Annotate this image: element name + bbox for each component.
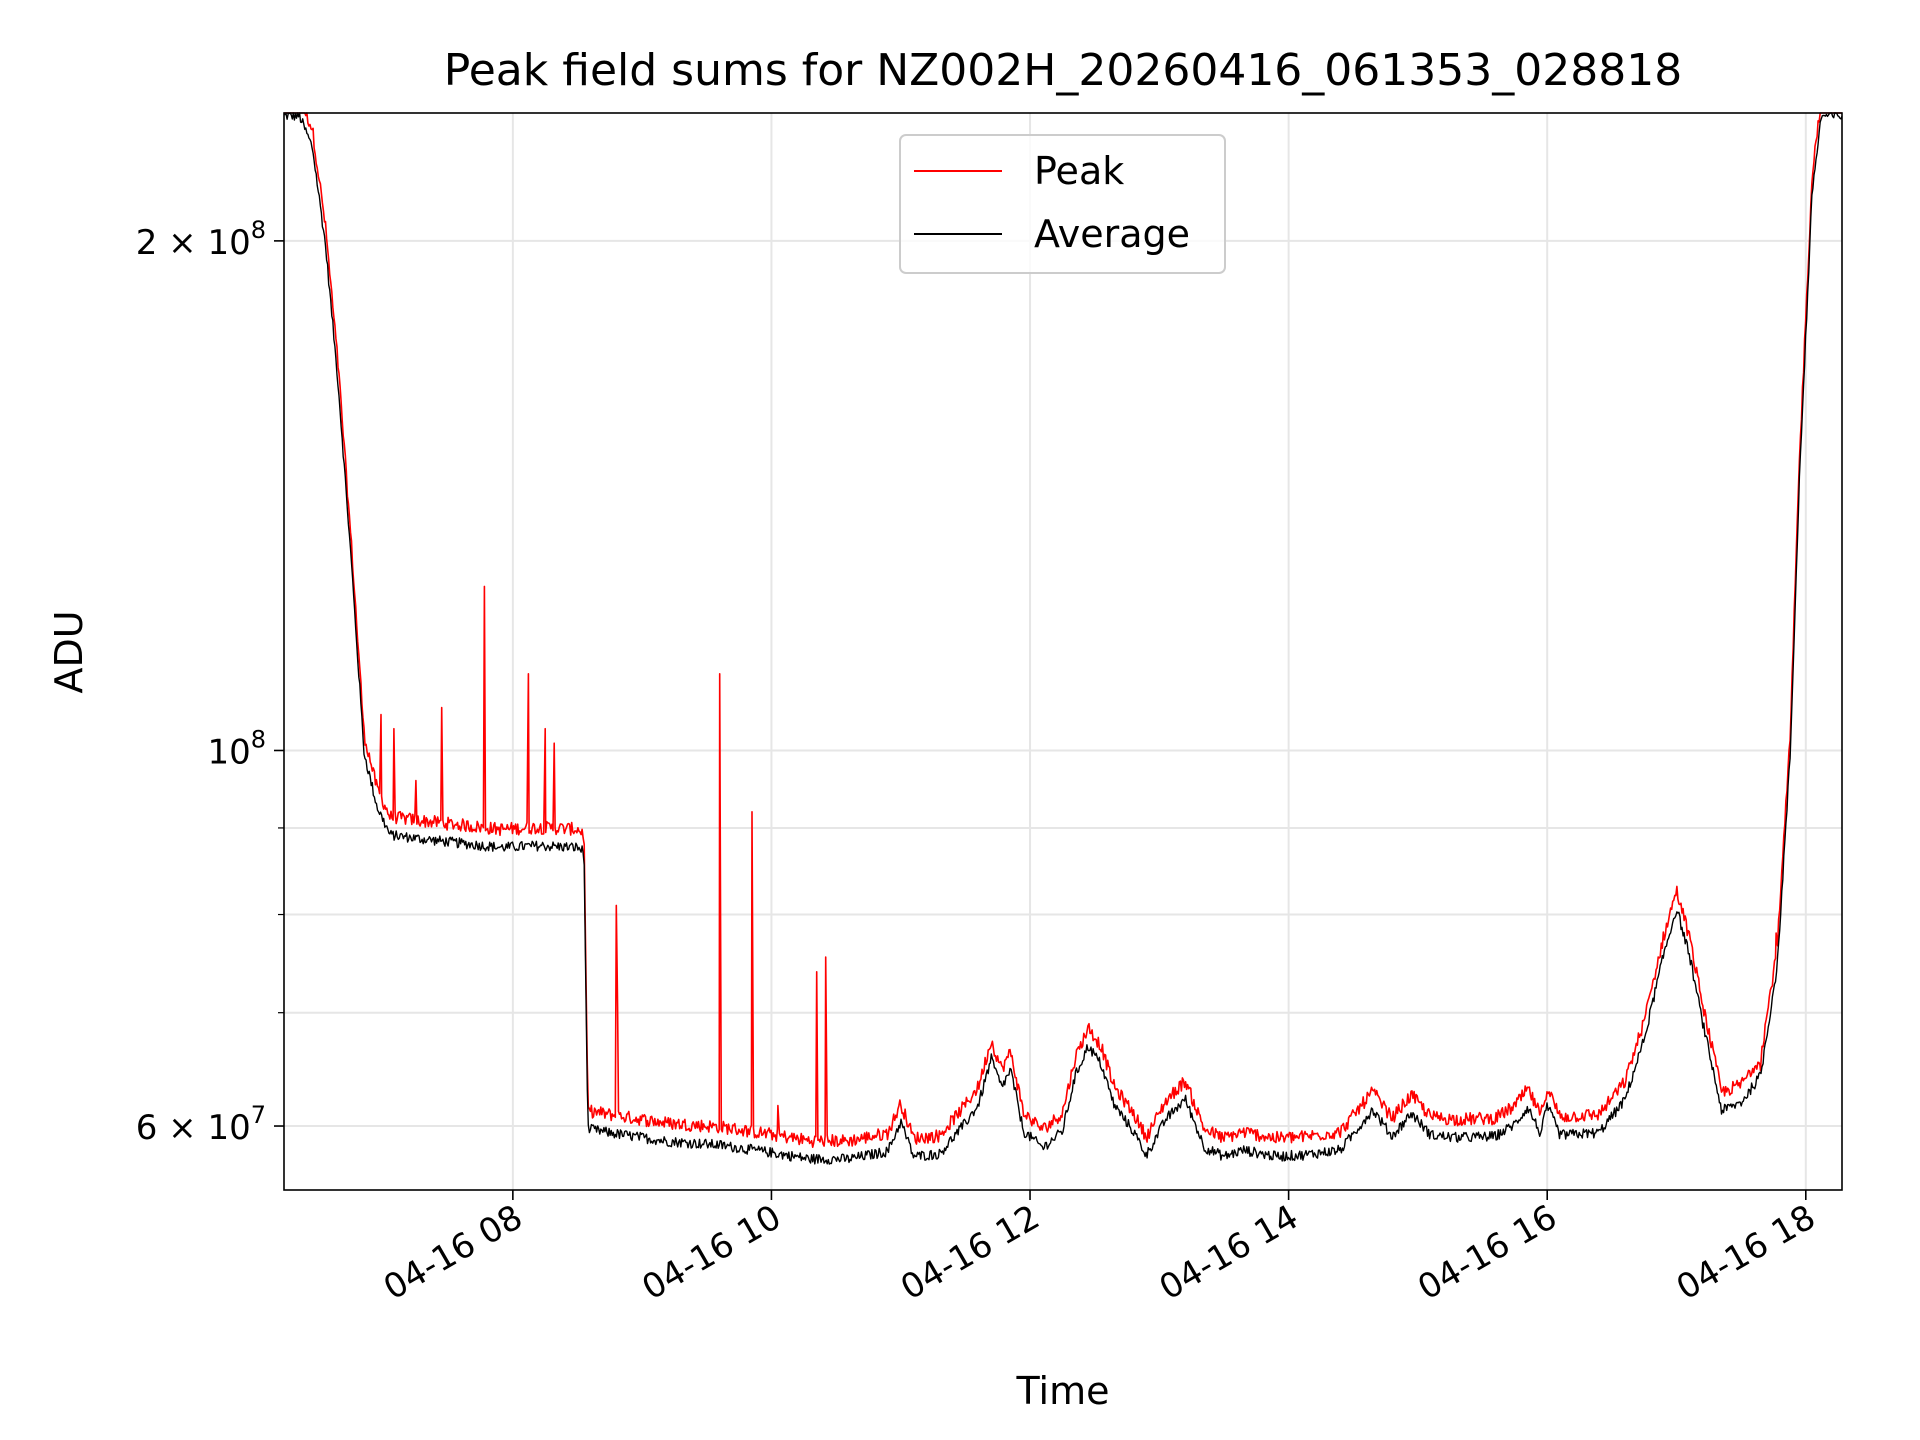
y-tick-label: 2 × 108 [136,216,266,263]
y-axis-ticks: 6 × 107 108 2 × 108 [136,216,284,1148]
peak-series-line [284,112,1842,1148]
legend-box [899,134,1226,274]
grid [284,113,1842,1190]
y-axis-label: ADU [47,610,91,693]
legend: Peak Average [899,134,1226,274]
chart-title: Peak field sums for NZ002H_20260416_0613… [444,45,1682,96]
legend-peak-label: Peak [1034,149,1124,193]
y-tick-label: 6 × 107 [136,1101,266,1148]
legend-average-label: Average [1034,212,1190,256]
series-layer [283,112,1843,1165]
average-series-line [283,112,1843,1165]
plot-area-frame [283,112,1843,1191]
x-axis-label: Time [1016,1369,1110,1413]
y-tick-label: 108 [207,725,266,772]
